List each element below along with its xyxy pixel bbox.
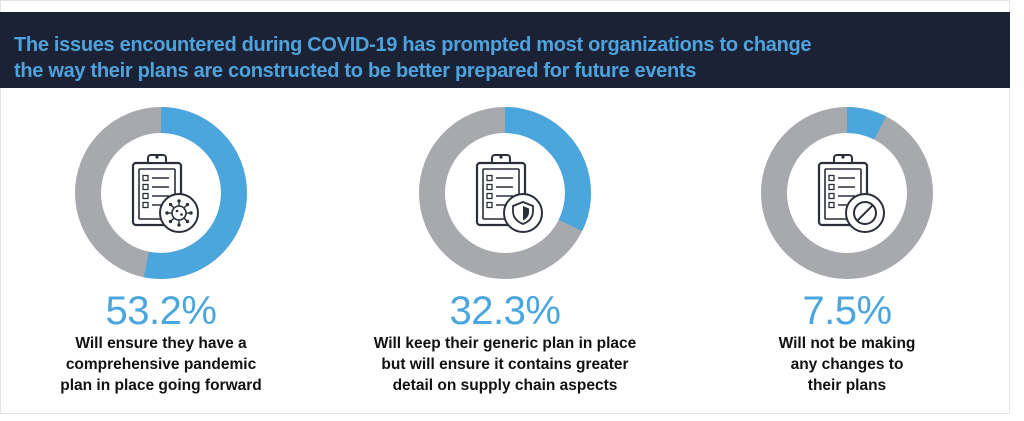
donut-chart — [75, 107, 247, 279]
checkbox — [142, 201, 149, 209]
checkbox — [828, 183, 835, 191]
clipboard-icon — [475, 154, 543, 233]
checkbox — [486, 192, 493, 200]
stat-description: Will keep their generic plan in place bu… — [355, 333, 655, 396]
prohibited-icon — [853, 201, 877, 225]
checkbox — [486, 174, 493, 182]
clipboard-clip-hole — [841, 155, 845, 159]
stat-panel-generic-plan: 32.3% Will keep their generic plan in pl… — [355, 105, 655, 405]
infographic-frame — [0, 0, 1010, 414]
checkbox — [142, 192, 149, 200]
checkbox — [486, 201, 493, 209]
donut-value-segment — [75, 107, 247, 279]
checkbox — [142, 183, 149, 191]
stat-description: Will not be making any changes to their … — [697, 333, 997, 396]
stat-panel-no-changes: 7.5% Will not be making any changes to t… — [697, 105, 997, 405]
clipboard-clip — [147, 154, 167, 164]
stat-description-line: comprehensive pandemic — [65, 356, 257, 373]
stat-description-line: but will ensure it contains greater — [381, 356, 629, 373]
header-banner: The issues encountered during COVID-19 h… — [0, 12, 1010, 88]
stat-percentage: 53.2% — [105, 289, 217, 333]
stat-description-line: any changes to — [790, 356, 904, 373]
stat-description-line: Will ensure they have a — [75, 335, 247, 352]
donut-chart — [419, 107, 591, 279]
virus-icon — [165, 199, 193, 227]
stat-description-line: plan in place going forward — [60, 377, 262, 394]
stat-description-line: detail on supply chain aspects — [392, 377, 618, 394]
clipboard-clip — [491, 154, 511, 164]
clipboard-icon — [131, 154, 199, 233]
header-title-line-2: the way their plans are constructed to b… — [14, 60, 697, 82]
stat-percentage: 32.3% — [449, 289, 561, 333]
stat-description: Will ensure they have a comprehensive pa… — [11, 333, 311, 396]
shield-icon — [512, 201, 534, 225]
clipboard-clip-hole — [155, 155, 159, 159]
checkbox — [486, 183, 493, 191]
clipboard-icon — [817, 154, 885, 233]
stat-percentage: 7.5% — [802, 289, 892, 333]
header-title-line-1: The issues encountered during COVID-19 h… — [14, 34, 812, 56]
stat-description-line: Will keep their generic plan in place — [373, 335, 637, 352]
checkbox — [828, 201, 835, 209]
clipboard-clip — [833, 154, 853, 164]
stat-panel-comprehensive-plan: 53.2% Will ensure they have a comprehens… — [11, 105, 311, 405]
donut-chart — [761, 107, 933, 279]
donut-value-segment — [761, 107, 933, 279]
stat-description-line: their plans — [807, 377, 887, 394]
stat-description-line: Will not be making — [778, 335, 916, 352]
donut-value-segment — [419, 107, 591, 279]
clipboard-clip-hole — [499, 155, 503, 159]
checkbox — [828, 192, 835, 200]
checkbox — [828, 174, 835, 182]
checkbox — [142, 174, 149, 182]
